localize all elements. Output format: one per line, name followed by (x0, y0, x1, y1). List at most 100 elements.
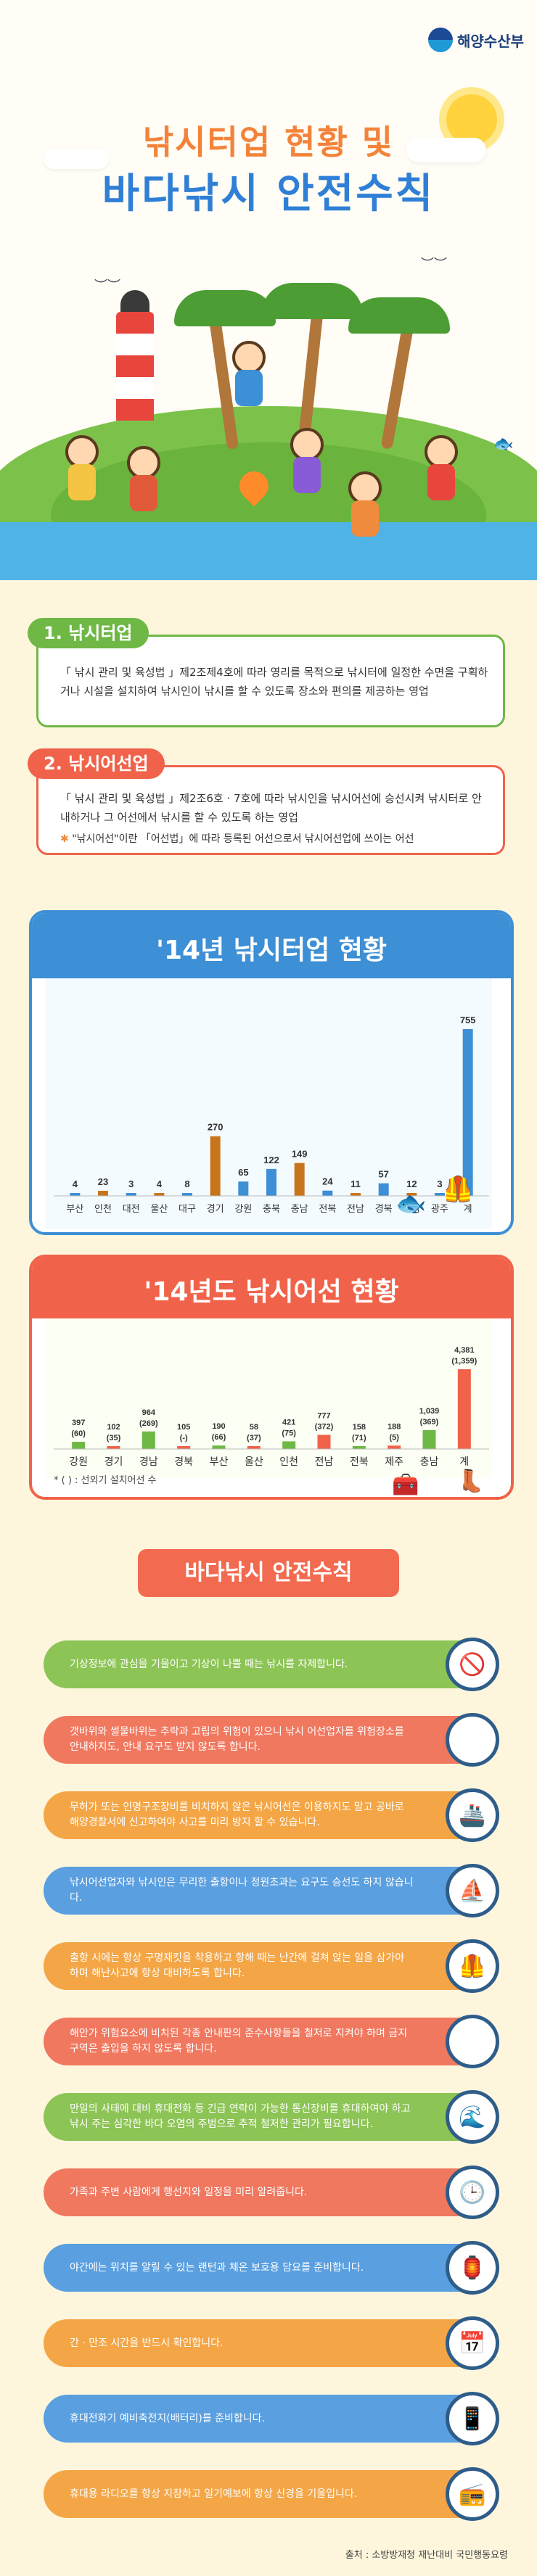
safety-rule-text: 휴대용 라디오를 항상 지참하고 일기예보에 항상 신경을 기울입니다. (70, 2488, 358, 2500)
bar-충북 (266, 1168, 276, 1196)
bar-충남 (294, 1163, 305, 1196)
bar-전북 (352, 1446, 366, 1449)
value-label: (-) (180, 1434, 188, 1442)
bar-울산 (154, 1193, 165, 1196)
bar-전북 (322, 1190, 333, 1196)
lighthouse-icon (116, 312, 154, 421)
calendar-clock-icon: 🕒 (446, 2166, 499, 2219)
value-label: (37) (247, 1434, 261, 1442)
value-label: 158 (353, 1423, 366, 1432)
bar-chart-fishing-boats: 397 (60) 강원 102 (35) 경기 964 (269) 경남 105 (-) 경북 190 (… (54, 1346, 489, 1467)
value-label: (5) (389, 1433, 399, 1442)
chart-card-fishing-grounds: '14년 낚시터업 현황 4 부산 23 인천 3 대전 4 울산 8 대구 270 경기 65 강원 12… (29, 910, 514, 1235)
category-label: 경기 (207, 1203, 224, 1214)
category-label: 부산 (210, 1456, 229, 1467)
value-label: 12 (406, 1178, 417, 1189)
category-label: 강원 (69, 1456, 88, 1467)
child-body (235, 370, 263, 406)
chart-header (32, 1258, 511, 1318)
safety-rule-text: 해안가 위험요소에 비치된 각종 안내판의 준수사항들을 철저로 지켜야 하며 … (70, 2028, 408, 2055)
category-label: 부산 (66, 1203, 83, 1214)
value-label: 964 (142, 1408, 156, 1417)
safety-rule: 갯바위와 썰물바위는 추락과 고립의 위험이 있으니 낚시 어선업자를 위험장소… (44, 1713, 499, 1767)
logo-text: 해양수산부 (457, 32, 524, 50)
bar-광주 (435, 1193, 445, 1196)
definition-tag-1: 1. 낚시터업 (28, 618, 149, 648)
category-label: 울산 (150, 1203, 168, 1214)
child-icon (425, 435, 458, 468)
phone-icon: 📱 (446, 2392, 499, 2445)
value-label: 3 (437, 1178, 442, 1189)
category-label: 대구 (179, 1203, 196, 1214)
value-label: (35) (107, 1434, 121, 1442)
definition-box-1: 「 낚시 관리 및 육성법 」제2조제4호에 따라 영리를 목적으로 낚시터에 … (36, 635, 505, 727)
category-label: 전북 (319, 1203, 336, 1214)
sun-icon (446, 94, 497, 145)
cloud-icon (406, 138, 486, 162)
chart-header (32, 913, 511, 978)
value-label: 58 (250, 1423, 258, 1432)
safety-rule-text: 기상정보에 관심을 기울이고 기상이 나쁠 때는 낚시를 자제합니다. (70, 1658, 348, 1670)
warning-icon: ⚠ (446, 2015, 499, 2068)
child-body (293, 457, 321, 493)
bar-강원 (72, 1442, 86, 1449)
safety-rule: 휴대용 라디오를 항상 지참하고 일기예보에 항상 신경을 기울입니다. 📻 (44, 2467, 499, 2521)
bar-인천 (282, 1441, 296, 1449)
value-label: 3 (128, 1178, 134, 1189)
calendar-icon: 📅 (446, 2316, 499, 2370)
safety-rule: 간 · 만조 시간을 반드시 확인합니다. 📅 (44, 2316, 499, 2370)
category-label: 전북 (350, 1456, 369, 1467)
value-label: 421 (282, 1418, 295, 1427)
category-label: 제주 (385, 1456, 403, 1467)
ministry-logo-icon (428, 28, 453, 52)
value-label: 777 (317, 1411, 330, 1420)
category-label: 충남 (291, 1203, 308, 1214)
definition-tag-2: 2. 낚시어선업 (28, 748, 165, 779)
value-label: (269) (139, 1419, 158, 1428)
tackle-box-icon: 🧰 (392, 1472, 419, 1498)
safety-rule: 낚시어선업자와 낚시인은 무리한 출항이나 정원초과는 요구도 승선도 하지 않… (44, 1864, 499, 1917)
fish-icon: 🐟 (395, 1189, 427, 1218)
value-label: 190 (212, 1422, 225, 1431)
category-label: 광주 (431, 1203, 448, 1214)
safety-rule-text: 만일의 사태에 대비 휴대전화 등 긴급 연락이 가능한 통신장비를 휴대하여야… (70, 2103, 411, 2130)
crowded-boat-icon: ⛵ (446, 1864, 499, 1917)
safety-rule-text: 갯바위와 썰물바위는 추락과 고립의 위험이 있으니 낚시 어선업자를 위험장소… (70, 1726, 404, 1753)
category-label: 계 (464, 1203, 472, 1214)
category-label: 경북 (375, 1203, 393, 1214)
value-label: 65 (238, 1167, 248, 1178)
safety-rule: 만일의 사태에 대비 휴대전화 등 긴급 연락이 가능한 통신장비를 휴대하여야… (44, 2090, 499, 2144)
value-label: 11 (351, 1178, 361, 1189)
bar-충남 (422, 1429, 436, 1449)
cloud-icon (44, 149, 109, 169)
value-label: 4 (157, 1178, 163, 1189)
bar-부산 (212, 1445, 226, 1449)
bar-전남 (351, 1193, 361, 1196)
title-line1: 낚시터업 현황 및 (142, 123, 395, 162)
value-label: 105 (177, 1423, 190, 1432)
bar-경북 (378, 1183, 389, 1196)
palm-leaves-icon (348, 297, 450, 334)
value-label: (372) (315, 1422, 334, 1431)
fish-icon: 🐟 (493, 435, 514, 453)
lantern-icon: 🏮 (446, 2241, 499, 2295)
definition-text: 「 낚시 관리 및 육성법 」제2조제4호에 따라 영리를 목적으로 낚시터에 … (60, 666, 488, 698)
no-fishing-icon: 🚫 (446, 1638, 499, 1691)
bar-전남 (317, 1434, 331, 1449)
value-label: 1,039 (419, 1407, 440, 1416)
value-label: 122 (263, 1155, 279, 1165)
value-label: 149 (292, 1149, 308, 1160)
bar-경기 (107, 1446, 120, 1449)
child-body (68, 464, 96, 500)
value-label: (1,359) (451, 1357, 477, 1366)
vest-icon: 🦺 (443, 1175, 474, 1204)
bar-대전 (126, 1193, 136, 1196)
value-label: (60) (71, 1429, 86, 1438)
safety-rule: 무허가 또는 인명구조장비를 비치하지 않은 낚시어선은 이용하지도 말고 공바… (44, 1788, 499, 1842)
safety-rule-text: 간 · 만조 시간을 반드시 확인합니다. (70, 2337, 224, 2349)
child-icon (290, 428, 324, 461)
sea-pollution-icon: 🌊 (446, 2090, 499, 2144)
value-label: 270 (208, 1122, 224, 1133)
value-label: 755 (460, 1015, 476, 1025)
value-label: 4,381 (454, 1346, 475, 1355)
